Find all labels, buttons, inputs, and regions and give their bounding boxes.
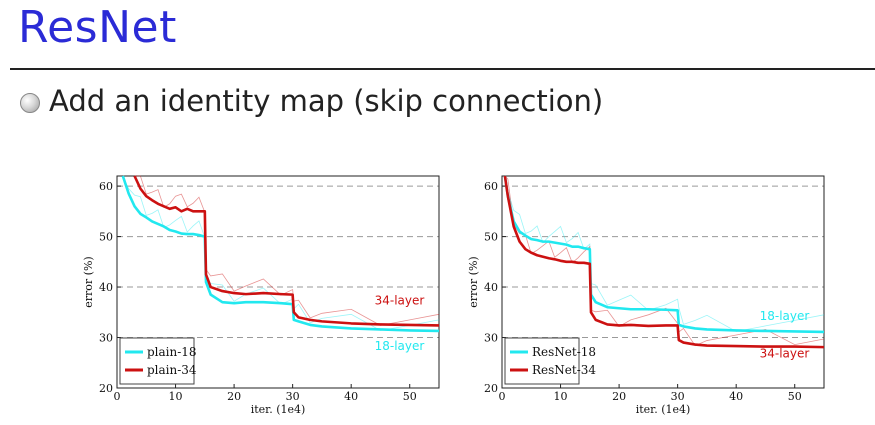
x-tick-label: 10: [554, 390, 568, 403]
plot-frame: [116, 175, 440, 389]
y-tick-label: 50: [484, 231, 498, 244]
x-axis-label: iter. (1e4): [251, 403, 306, 416]
bullet-text: Add an identity map (skip connection): [49, 84, 604, 118]
y-tick-label: 60: [484, 180, 498, 193]
x-axis-label: iter. (1e4): [636, 403, 691, 416]
bullet-icon: [20, 93, 40, 113]
x-tick-label: 40: [729, 390, 743, 403]
y-axis-label: error (%): [467, 256, 480, 307]
bullet-item: Add an identity map (skip connection): [20, 84, 603, 118]
legend-box: [119, 337, 195, 385]
series-ghost-line: [134, 175, 440, 326]
series-annotation: 34-layer: [375, 294, 425, 308]
legend-label: plain-34: [147, 363, 197, 377]
y-axis-label: error (%): [82, 256, 95, 307]
x-tick-label: 10: [169, 390, 183, 403]
resnet-chart: 20 30 40 50 60 0 10 20 30 40 50 iter. (1e4) error (%…: [467, 175, 825, 416]
x-tick-label: 20: [227, 390, 241, 403]
y-tick-label: 40: [99, 281, 113, 294]
x-tick-label: 50: [788, 390, 802, 403]
title-divider: [10, 68, 875, 70]
x-tick-label: 50: [403, 390, 417, 403]
y-tick-label: 20: [99, 382, 113, 395]
series-line-plain-34: [133, 175, 440, 327]
x-tick-label: 0: [499, 390, 506, 403]
series-annotation: 18-layer: [375, 339, 425, 353]
series-annotation: 18-layer: [760, 309, 810, 323]
plot-frame: [501, 175, 825, 389]
y-tick-label: 50: [99, 231, 113, 244]
x-tick-label: 20: [612, 390, 626, 403]
legend-label: ResNet-34: [532, 363, 596, 377]
legend-label: plain-18: [147, 345, 197, 359]
plain-nets-chart: 20 30 40 50 60 0 10 20 30 40 50 iter. (1e4) error (%…: [82, 175, 440, 416]
y-tick-label: 20: [484, 382, 498, 395]
y-tick-label: 30: [484, 332, 498, 345]
x-tick-label: 30: [671, 390, 685, 403]
y-tick-label: 30: [99, 332, 113, 345]
legend-label: ResNet-18: [532, 345, 596, 359]
series-line-resnet-34: [503, 175, 825, 349]
x-tick-label: 0: [114, 390, 121, 403]
slide-title: ResNet: [18, 2, 177, 53]
series-line-plain-18: [121, 175, 440, 333]
legend-box: [504, 337, 580, 385]
y-tick-label: 60: [99, 180, 113, 193]
y-tick-label: 40: [484, 281, 498, 294]
x-tick-label: 30: [286, 390, 300, 403]
series-annotation: 34-layer: [760, 347, 810, 361]
x-tick-label: 40: [344, 390, 358, 403]
